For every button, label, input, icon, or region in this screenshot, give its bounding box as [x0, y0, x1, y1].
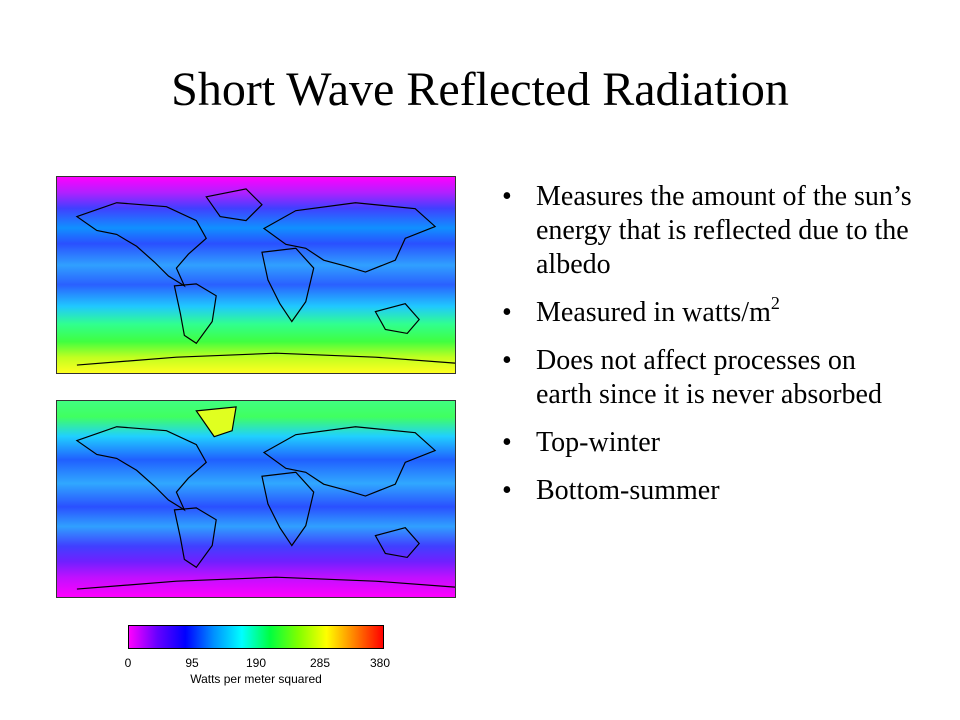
bullet-icon: • — [502, 297, 512, 328]
winter-map-image — [57, 177, 455, 373]
summer-reflected-radiation-map — [56, 400, 456, 598]
bullet-text: Top-winter — [536, 427, 661, 458]
bullet-item: • Does not affect processes on earth sin… — [496, 344, 916, 412]
summer-map-image — [57, 401, 455, 597]
legend-tick-0: 0 — [124, 656, 132, 670]
legend-tick-95: 95 — [185, 656, 199, 670]
bullet-text: Measured in watts/m — [536, 297, 771, 328]
bullet-text: Bottom-summer — [536, 475, 720, 506]
legend-caption: Watts per meter squared — [190, 672, 322, 686]
bullet-list: • Measures the amount of the sun’s energ… — [496, 180, 916, 522]
color-scale-bar — [128, 625, 384, 649]
bullet-icon: • — [502, 345, 512, 376]
bullet-icon: • — [502, 427, 512, 458]
slide-title: Short Wave Reflected Radiation — [171, 63, 789, 116]
bullet-item: • Top-winter — [496, 426, 916, 460]
bullet-icon: • — [502, 475, 512, 506]
bullet-superscript: 2 — [770, 293, 780, 313]
winter-reflected-radiation-map — [56, 176, 456, 374]
bullet-text: Measures the amount of the sun’s energy … — [536, 181, 912, 280]
bullet-item: • Measures the amount of the sun’s energ… — [496, 180, 916, 282]
legend-tick-380: 380 — [369, 656, 391, 670]
bullet-item: • Measured in watts/m2 — [496, 293, 916, 330]
bullet-icon: • — [502, 181, 512, 212]
bullet-item: • Bottom-summer — [496, 474, 916, 508]
legend-tick-285: 285 — [309, 656, 331, 670]
bullet-text: Does not affect processes on earth since… — [536, 345, 882, 410]
legend-tick-190: 190 — [245, 656, 267, 670]
